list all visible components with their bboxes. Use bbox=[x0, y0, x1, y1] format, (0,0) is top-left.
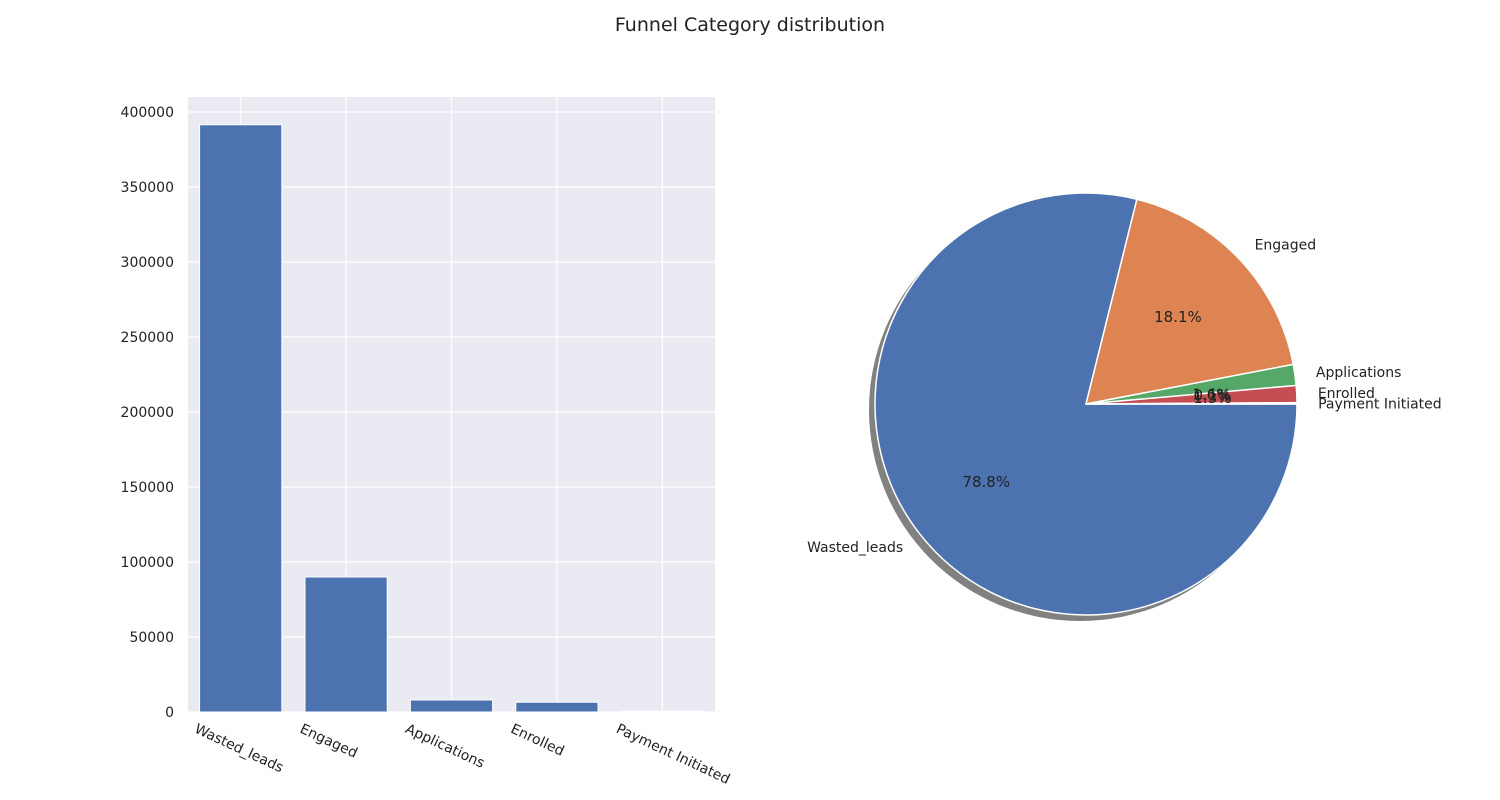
pie-chart: Wasted_leads Engaged Applications EnrolledP… bbox=[807, 192, 1442, 621]
bar-chart: 0 50000 100000 150000 200000 250000 300000 3500… bbox=[121, 97, 732, 788]
bar-y-tick-label: 200000 bbox=[121, 405, 174, 421]
bar-engaged bbox=[304, 576, 388, 713]
bar-x-tick-label: Applications bbox=[403, 721, 487, 772]
bar-applications bbox=[409, 699, 494, 713]
bar-x-axis: Wasted_leads Engaged Applications Enrolled P… bbox=[192, 721, 732, 788]
pie-label-engaged: Engaged bbox=[1255, 237, 1317, 253]
pie-slice-payment-initiated bbox=[1085, 401, 1298, 405]
pie-label-enrolled: Enrolled bbox=[1318, 386, 1375, 402]
pie-percent-engaged: 18.1% bbox=[1154, 308, 1202, 326]
pie-slices bbox=[874, 192, 1298, 616]
bar-wasted-leads bbox=[199, 124, 283, 713]
bar-x-tick-label: Enrolled bbox=[508, 721, 566, 760]
bar-y-tick-label: 250000 bbox=[121, 330, 174, 346]
bar-payment-initiated bbox=[620, 710, 704, 713]
bar-y-tick-label: 50000 bbox=[129, 630, 174, 646]
bar-series bbox=[199, 124, 704, 713]
bar-y-axis: 0 50000 100000 150000 200000 250000 300000 3500… bbox=[121, 105, 174, 721]
bar-enrolled bbox=[515, 701, 599, 713]
pie-percent-enrolled: 1.3% bbox=[1193, 389, 1231, 407]
bar-x-tick-label: Payment Initiated bbox=[614, 721, 733, 788]
pie-label-applications: Applications bbox=[1316, 365, 1402, 381]
pie-percent-applications: 1.6% bbox=[1192, 386, 1230, 404]
bar-y-tick-label: 150000 bbox=[121, 480, 174, 496]
pie-percent-payment-initiated: 0.1% bbox=[1194, 387, 1232, 405]
pie-labels: Wasted_leads Engaged Applications EnrolledP… bbox=[807, 237, 1442, 555]
pie-label-payment-initiated: Payment Initiated bbox=[1318, 396, 1442, 412]
bar-y-tick-label: 350000 bbox=[121, 180, 174, 196]
bar-y-tick-label: 300000 bbox=[121, 255, 174, 271]
pie-percent-wasted-leads: 78.8% bbox=[962, 473, 1010, 491]
pie-label-wasted-leads: Wasted_leads bbox=[807, 540, 903, 556]
pie-percent-labels: 78.8% 18.1% 1.6%1.3%0.1% bbox=[962, 308, 1231, 491]
bar-x-tick-label: Engaged bbox=[297, 721, 360, 762]
pie-slice-engaged bbox=[1085, 198, 1295, 405]
bar-x-tick-label: Wasted_leads bbox=[192, 721, 286, 776]
figure-title: Funnel Category distribution bbox=[615, 14, 885, 36]
bar-y-tick-label: 100000 bbox=[121, 555, 174, 571]
bar-y-tick-label: 0 bbox=[165, 705, 174, 721]
bar-y-tick-label: 400000 bbox=[121, 105, 174, 121]
